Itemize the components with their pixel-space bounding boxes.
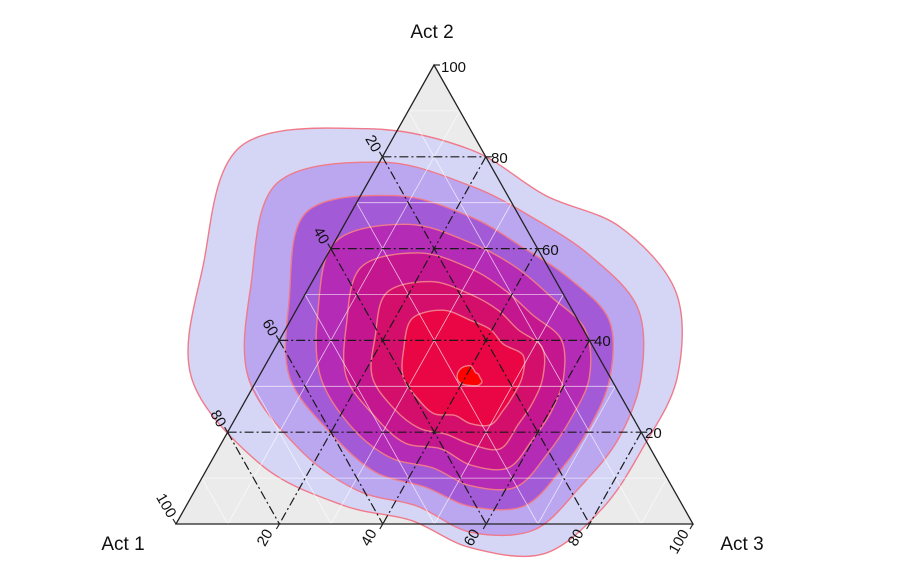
axis-title-act2: Act 2 [410,22,453,43]
minor-grid-line [356,202,539,525]
tick-act1-60 [275,335,280,341]
tick-act3-100 [689,523,694,530]
tick-label-act2-100: 100 [441,59,466,76]
tick-act3-80 [586,523,591,530]
grid-line-act1-80 [227,431,280,525]
tick-label-act2-40: 40 [594,333,611,350]
tick-marks [172,64,694,530]
tick-label-act2-20: 20 [645,425,662,442]
tick-label-act3-80: 80 [565,526,588,549]
tick-label-act1-40: 40 [309,224,332,247]
tick-label-act3-100: 100 [665,527,692,557]
minor-grid-line [537,386,616,525]
tick-act1-80 [224,426,229,433]
tick-label-act1-100: 100 [152,491,179,521]
major-grid [227,156,642,525]
minor-grid-line [407,110,642,525]
tick-label-act3-60: 60 [461,526,484,549]
tick-label-act3-20: 20 [254,526,277,549]
tick-label-act2-60: 60 [542,242,559,259]
tick-act3-20 [275,523,280,530]
tick-label-act1-80: 80 [206,407,229,430]
grid-line-act3-80 [589,431,642,525]
minor-grid-line [201,477,229,525]
tick-label-act3-40: 40 [358,526,381,549]
grid-line-act3-60 [485,340,590,525]
axis-title-act3: Act 3 [720,534,763,555]
tick-label-act1-20: 20 [361,132,384,155]
minor-grid-line [253,386,332,525]
minor-grid-line [330,202,513,525]
grid-line-act1-60 [278,340,384,525]
minor-grid-line [304,294,435,525]
minor-grid-line [434,294,564,525]
minor-grid-line [640,477,668,525]
tick-label-act2-80: 80 [491,150,508,167]
axis-title-act1: Act 1 [101,534,144,555]
tick-label-act1-60: 60 [258,316,281,339]
tick-act1-40 [327,243,332,249]
minor-grid [201,110,668,525]
tick-act3-60 [482,523,487,530]
minor-grid-line [227,110,461,525]
grid-line-act3-40 [382,248,539,525]
triangle-frame [174,63,695,525]
tick-act1-100 [172,518,177,525]
grid-line-act1-40 [330,248,487,525]
tick-act1-20 [378,151,383,158]
contour-level-8 [456,364,483,387]
tick-act3-40 [379,523,384,530]
